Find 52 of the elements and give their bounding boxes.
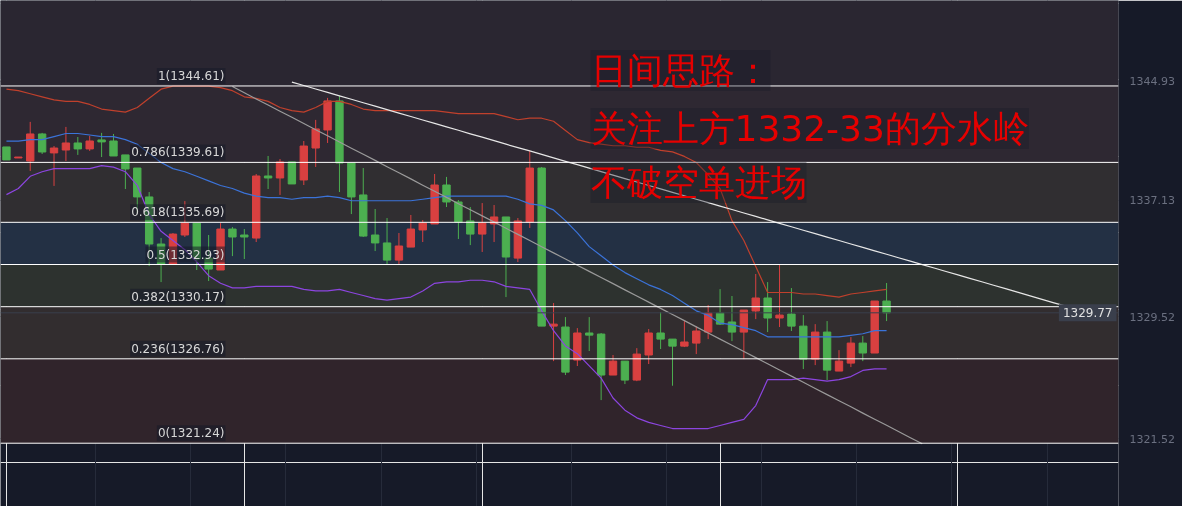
y-tick-label: 1344.93	[1129, 75, 1175, 89]
candlestick	[61, 126, 71, 162]
candlestick	[109, 133, 118, 157]
candlestick	[406, 214, 416, 248]
ref-line-label: 0.5(1332.93)	[146, 247, 225, 262]
candlestick	[418, 219, 427, 243]
annotation: 日间思路：	[590, 50, 771, 91]
candlestick	[787, 287, 796, 332]
candlestick	[727, 295, 737, 342]
candlestick	[49, 145, 59, 187]
candlestick	[311, 119, 320, 168]
candlestick	[240, 228, 249, 260]
candlestick	[834, 349, 844, 372]
candlestick	[763, 281, 772, 333]
candlestick	[585, 316, 594, 352]
candlestick	[454, 199, 463, 240]
candlestick	[680, 320, 689, 348]
annotation: 不破空单进场	[590, 162, 807, 203]
candlestick	[228, 226, 237, 257]
candlestick	[275, 158, 285, 196]
ref-line-label: 0(1321.24)	[157, 426, 225, 441]
candlestick	[287, 161, 297, 185]
candlestick	[668, 338, 677, 387]
candlestick	[751, 273, 760, 320]
candlestick	[644, 328, 653, 365]
candlestick	[466, 206, 475, 246]
candlestick	[608, 354, 618, 376]
ref-line-label: 1329.77	[1062, 306, 1113, 321]
ref-line-label: 0.786(1339.61)	[131, 145, 225, 160]
candlestick	[858, 335, 867, 362]
ref-line-label: 1(1344.61)	[157, 68, 225, 83]
y-tick-label: 1329.52	[1129, 310, 1175, 324]
candlestick	[394, 232, 404, 265]
candlestick	[478, 202, 487, 253]
candlestick	[97, 132, 106, 158]
y-tick-label: 1321.52	[1129, 432, 1175, 446]
candlestick	[775, 264, 784, 328]
ref-line-label: 0.618(1335.69)	[131, 205, 225, 220]
candlestick	[692, 325, 701, 355]
y-tick-label: 1337.13	[1129, 194, 1175, 208]
ref-line-label: 0.236(1326.76)	[131, 341, 225, 356]
candlestick	[656, 311, 665, 350]
annotation: 关注上方1332-33的分水岭	[590, 108, 1029, 149]
candlestick	[263, 155, 273, 190]
candlestick	[703, 304, 713, 340]
candlestick	[121, 154, 130, 190]
candlestick	[620, 360, 630, 385]
candlestick	[370, 208, 380, 252]
candlestick	[846, 336, 856, 368]
candlestick	[549, 302, 558, 362]
ref-line-label: 0.382(1330.17)	[131, 289, 225, 304]
candlestick	[382, 217, 392, 265]
